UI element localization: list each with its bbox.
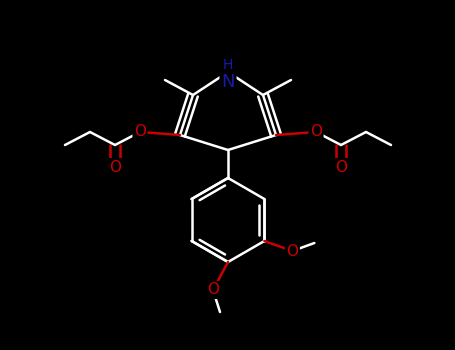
Text: O: O — [335, 160, 347, 175]
Text: O: O — [109, 160, 121, 175]
Text: O: O — [286, 244, 298, 259]
Text: H: H — [223, 58, 233, 72]
Text: O: O — [207, 282, 219, 298]
Text: O: O — [310, 125, 322, 140]
Text: N: N — [221, 73, 235, 91]
Text: O: O — [134, 125, 146, 140]
